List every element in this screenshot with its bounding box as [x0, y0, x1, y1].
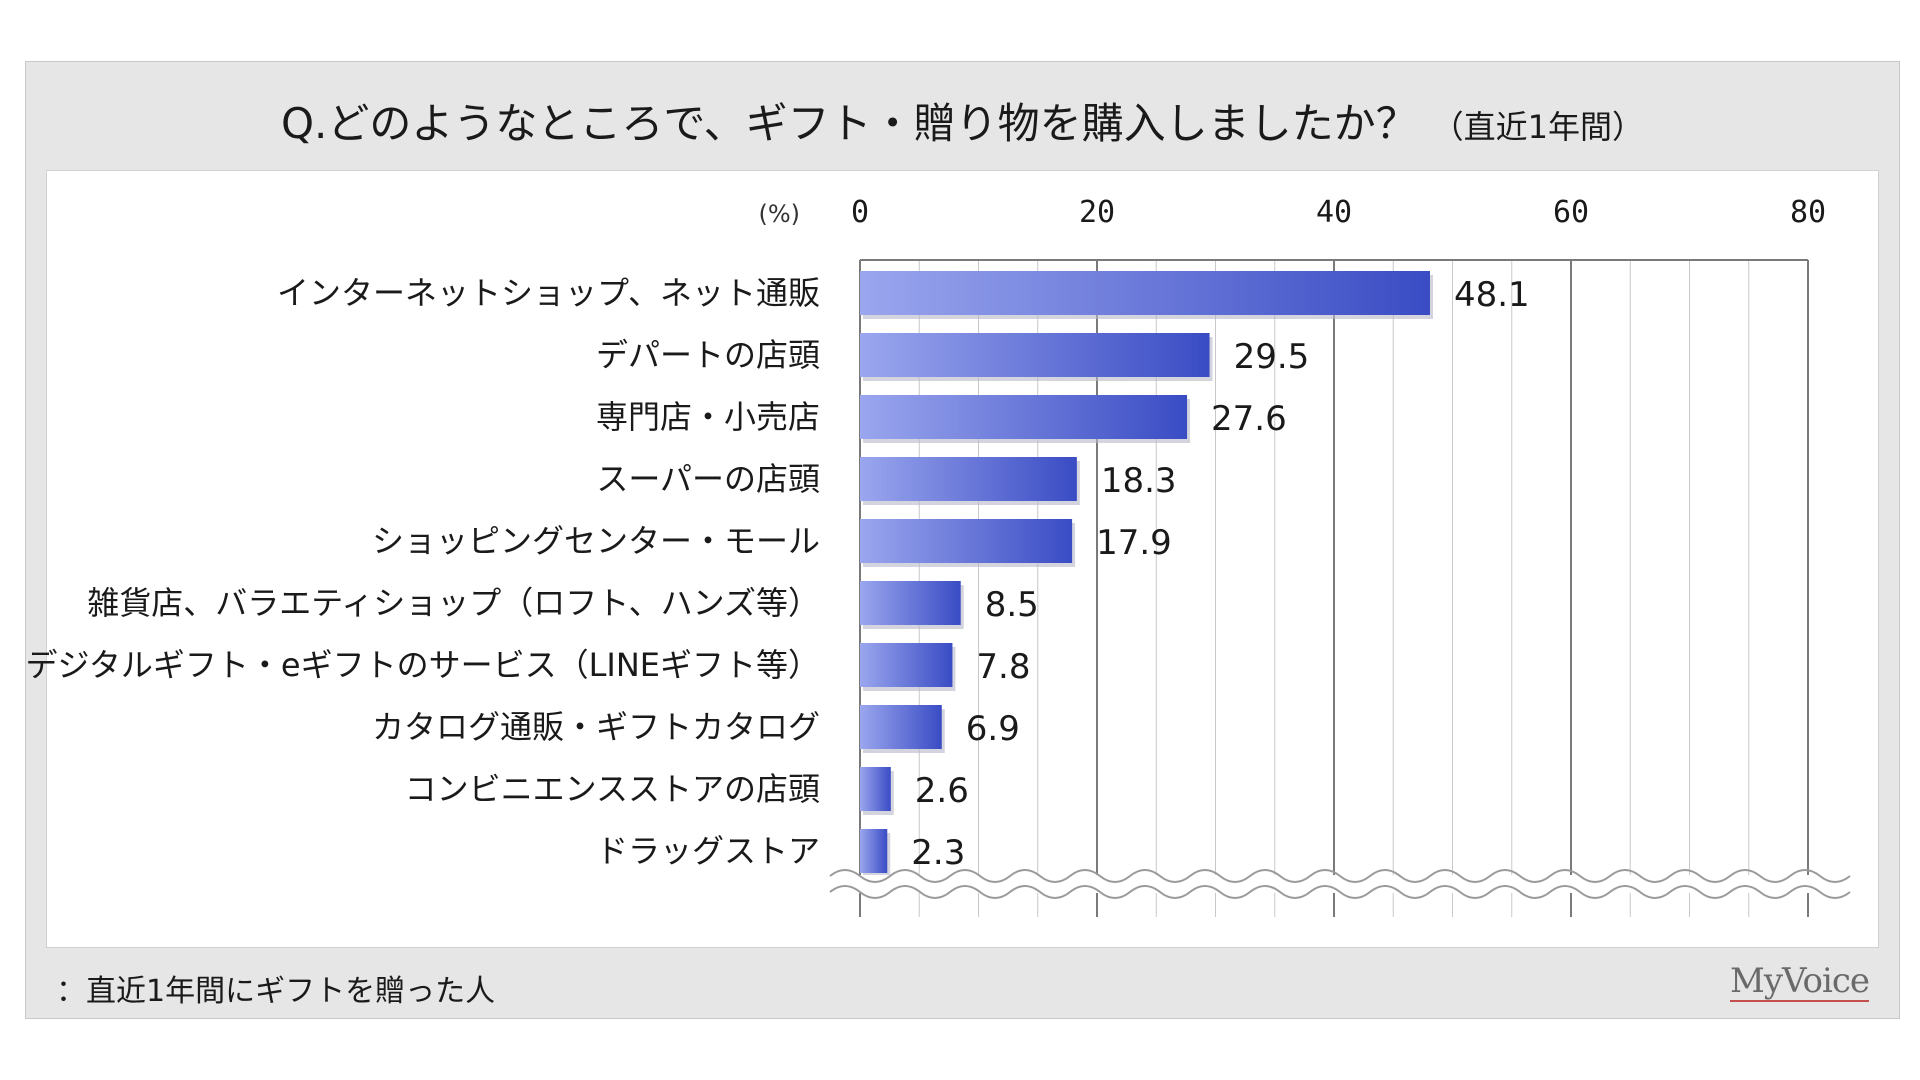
category-label: デジタルギフト・eギフトのサービス（LINEギフト等）: [26, 646, 820, 684]
value-label: 8.5: [985, 585, 1039, 625]
brand-logo: MyVoice: [1730, 961, 1870, 1002]
bar: [860, 333, 1210, 377]
value-labels: 48.1 29.5 27.6 18.3 17.9 8.5 7.8 6.9 2.6 2.3: [911, 275, 1529, 873]
value-label: 6.9: [966, 709, 1020, 749]
category-label: ショッピングセンター・モール: [372, 522, 820, 560]
value-label: 29.5: [1234, 337, 1310, 377]
category-label: インターネットショップ、ネット通販: [277, 274, 820, 312]
category-labels: インターネットショップ、ネット通販デパートの店頭専門店・小売店スーパーの店頭ショ…: [26, 274, 820, 870]
unit-label: (%): [758, 200, 800, 228]
chart-frame: Q.どのようなところで、ギフト・贈り物を購入しましたか？ （直近1年間） ：直近1…: [25, 61, 1900, 1019]
bar: [860, 581, 961, 625]
bar: [860, 643, 953, 687]
break-line-upper: [829, 869, 1851, 883]
value-label: 17.9: [1096, 523, 1172, 563]
x-tick-label: 0: [851, 195, 869, 230]
chart-title-main: Q.どのようなところで、ギフト・贈り物を購入しましたか？: [280, 99, 1418, 148]
category-label: カタログ通販・ギフトカタログ: [372, 708, 820, 746]
bar: [860, 829, 888, 873]
chart-subtitle: （直近1年間）: [1431, 108, 1645, 146]
axis-break: [829, 869, 1851, 899]
bar: [860, 271, 1430, 315]
x-tick-label: 60: [1553, 195, 1589, 230]
break-line-lower: [829, 885, 1851, 899]
x-axis: 0 20 40 60 80 (%): [758, 195, 1826, 230]
category-label: ドラッグストア: [596, 832, 820, 870]
chart-title: Q.どのようなところで、ギフト・贈り物を購入しましたか？ （直近1年間）: [26, 90, 1899, 151]
bar: [860, 457, 1077, 501]
x-tick-label: 20: [1079, 195, 1115, 230]
category-label: 専門店・小売店: [596, 398, 820, 436]
x-tick-label: 40: [1316, 195, 1352, 230]
category-label: コンビニエンスストアの店頭: [405, 770, 820, 808]
category-label: 雑貨店、バラエティショップ（ロフト、ハンズ等）: [87, 584, 820, 622]
bars: [860, 271, 1433, 877]
bar: [860, 519, 1073, 563]
x-tick-label: 80: [1790, 195, 1826, 230]
bar: [860, 705, 942, 749]
bar: [860, 767, 891, 811]
value-label: 48.1: [1454, 275, 1530, 315]
footnote: ：直近1年間にギフトを贈った人: [56, 974, 496, 1009]
value-label: 2.6: [915, 771, 969, 811]
value-label: 2.3: [911, 833, 965, 873]
bar: [860, 395, 1188, 439]
value-label: 18.3: [1101, 461, 1177, 501]
value-label: 7.8: [976, 647, 1030, 687]
category-label: デパートの店頭: [596, 336, 820, 374]
value-label: 27.6: [1211, 399, 1287, 439]
category-label: スーパーの店頭: [596, 460, 820, 498]
